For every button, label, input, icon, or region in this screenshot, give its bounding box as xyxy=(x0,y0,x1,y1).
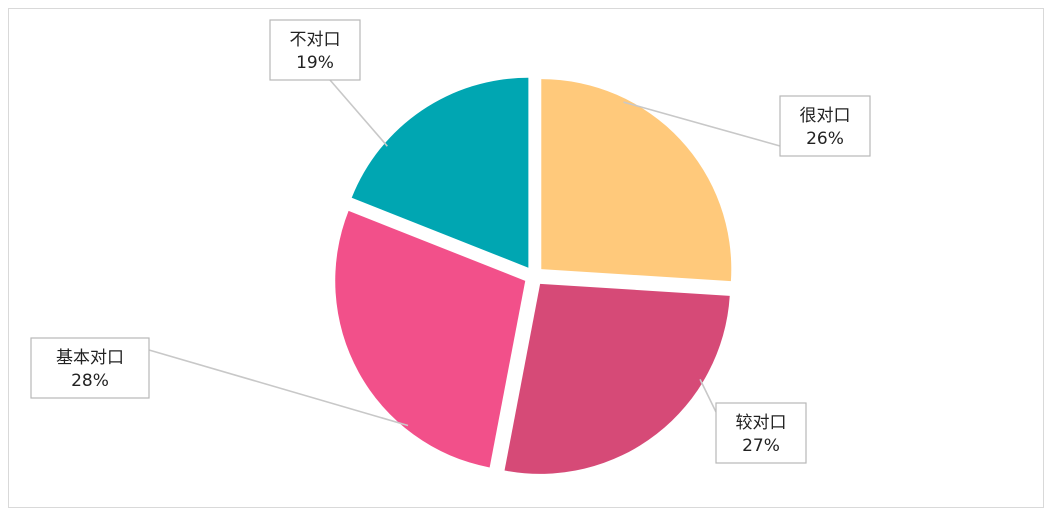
data-label-category: 不对口 xyxy=(290,30,341,50)
data-label-percent: 19% xyxy=(296,53,334,73)
leader-line-3 xyxy=(148,349,409,427)
data-label-category: 较对口 xyxy=(736,413,787,433)
pie-slice-4 xyxy=(351,77,529,268)
leader-line-2 xyxy=(699,378,717,413)
data-labels: 很对口 26% 较对口 27% 基本对口 28% 不对口 19% xyxy=(30,19,871,464)
data-label-box-4 xyxy=(269,19,361,81)
data-label-percent: 26% xyxy=(806,129,844,149)
leader-line-1 xyxy=(623,101,781,147)
data-label-category: 基本对口 xyxy=(56,348,124,368)
leader-lines xyxy=(148,79,781,427)
data-label-box-3 xyxy=(30,337,150,399)
leader-line-4 xyxy=(329,79,388,147)
data-label-percent: 27% xyxy=(742,436,780,456)
data-label-box-2 xyxy=(715,402,807,464)
pie-slice-2 xyxy=(504,283,730,474)
data-label-box-1 xyxy=(779,95,871,157)
pie-slice-1 xyxy=(541,79,732,282)
pie-slices xyxy=(335,77,732,474)
data-label-percent: 28% xyxy=(71,371,109,391)
data-label-category: 很对口 xyxy=(800,106,851,126)
pie-slice-3 xyxy=(335,210,526,468)
